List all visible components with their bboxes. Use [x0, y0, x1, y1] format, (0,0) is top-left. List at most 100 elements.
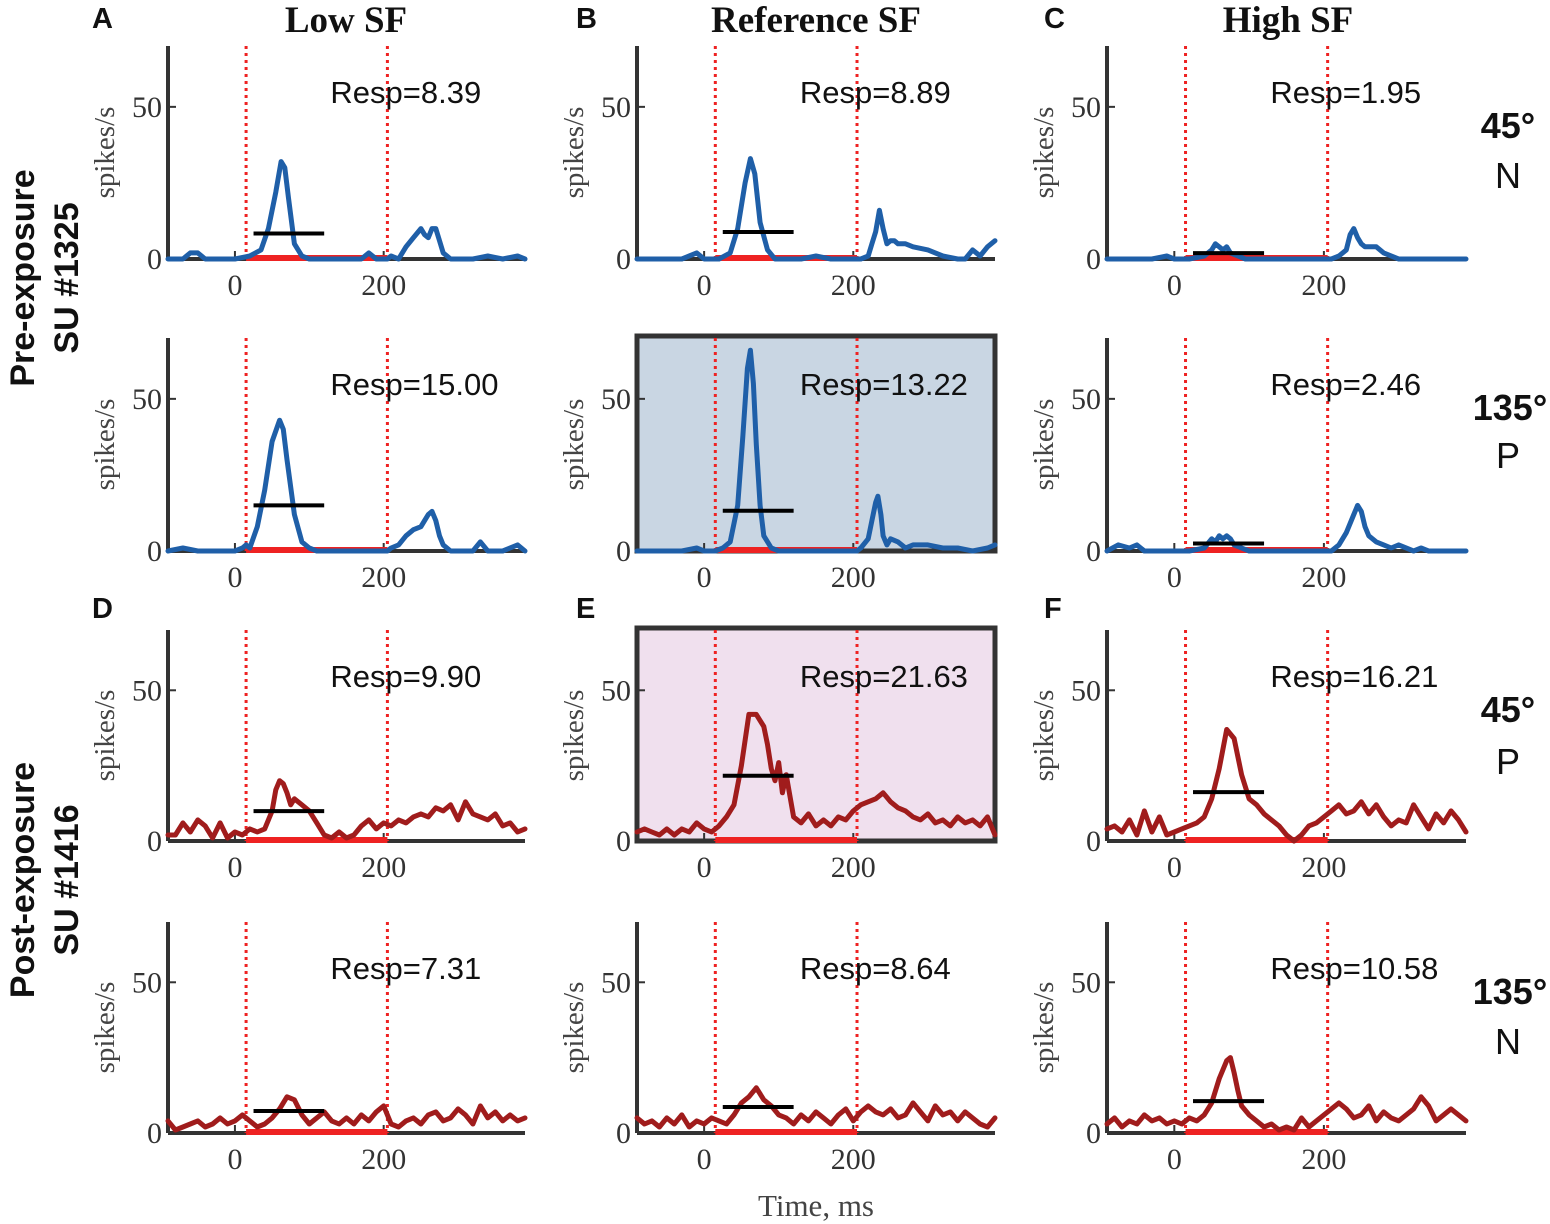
panel-letter-c: C — [1044, 3, 1065, 35]
panel-f1-y-axis-label: spikes/s — [1028, 690, 1060, 782]
panel-d2-y-tick-label: 0 — [147, 1117, 162, 1150]
panel-letter-f: F — [1044, 593, 1062, 625]
panel-e2-resp-label: Resp=8.64 — [800, 951, 951, 986]
panel-d1-x-tick-label: 200 — [361, 851, 406, 884]
panel-e1-y-axis-label: spikes/s — [558, 690, 590, 782]
panel-b1-x-tick-label: 200 — [831, 269, 876, 302]
panel-e1-y-tick-label: 50 — [601, 674, 631, 707]
panel-b1-y-tick-label: 50 — [601, 91, 631, 124]
panel-e1-psth-line — [634, 711, 998, 838]
panel-f2-y-tick-label: 0 — [1086, 1117, 1101, 1150]
panel-b2-y-tick-label: 50 — [601, 383, 631, 416]
panel-a1-x-tick-label: 0 — [227, 269, 242, 302]
column-title-low-sf: Low SF — [285, 0, 407, 41]
panel-d2-y-axis-label: spikes/s — [89, 982, 121, 1074]
panel-e1-x-tick-label: 200 — [831, 851, 876, 884]
panel-a2-psth-line — [165, 417, 528, 554]
row-3-orientation: 45° — [1481, 689, 1535, 730]
panel-f2-resp-label: Resp=10.58 — [1270, 951, 1438, 986]
panel-e2-x-tick-label: 0 — [697, 1143, 712, 1176]
panel-a2-y-tick-label: 0 — [147, 535, 162, 568]
panel-e2-y-axis-label: spikes/s — [558, 982, 590, 1074]
panel-b2-resp-label: Resp=13.22 — [800, 367, 968, 402]
panel-c1-y-axis-label: spikes/s — [1028, 107, 1060, 199]
panel-f2: 0 50 0 200 spikes/s Resp=10.58 — [1028, 922, 1469, 1176]
panel-a1-y-axis-label: spikes/s — [89, 107, 121, 199]
panel-f2-y-tick-label: 50 — [1071, 966, 1101, 999]
panel-b1-psth-line — [634, 156, 998, 262]
panel-a2-resp-label: Resp=15.00 — [330, 367, 498, 402]
row-group-post-title: Post-exposure — [4, 762, 42, 998]
panel-letter-a: A — [92, 3, 113, 35]
x-axis-label: Time, ms — [758, 1188, 874, 1223]
column-title-reference-sf: Reference SF — [711, 0, 921, 41]
panel-b2-x-tick-label: 0 — [697, 561, 712, 594]
panel-b2-psth-line — [634, 347, 998, 554]
panel-b2-highlight-box — [634, 333, 998, 554]
panel-e2-x-tick-label: 200 — [831, 1143, 876, 1176]
panel-a2-y-axis-label: spikes/s — [89, 399, 121, 491]
panel-d2: 0 50 0 200 spikes/s Resp=7.31 — [89, 922, 528, 1176]
row-1-condition: N — [1495, 155, 1521, 196]
panel-f1-y-tick-label: 0 — [1086, 825, 1101, 858]
panel-d2-psth-line — [165, 1094, 528, 1133]
panel-f2-psth-line — [1104, 1055, 1469, 1133]
panel-c1-resp-label: Resp=1.95 — [1270, 75, 1421, 110]
panel-b2-y-axis-label: spikes/s — [558, 399, 590, 491]
panel-c2-resp-label: Resp=2.46 — [1270, 367, 1421, 402]
row-group-post-exposure: Post-exposure SU #1416 — [4, 762, 86, 998]
row-4-orientation: 135° — [1473, 971, 1547, 1012]
row-4-condition: N — [1495, 1021, 1521, 1062]
panel-d1-psth-line — [165, 778, 528, 841]
panel-e2: 0 50 0 200 spikes/s Resp=8.64 — [558, 922, 998, 1176]
panel-letter-e: E — [576, 593, 595, 625]
row-3-condition: P — [1496, 741, 1520, 782]
panel-e2-y-tick-label: 50 — [601, 966, 631, 999]
panel-a1-psth-line — [165, 159, 528, 262]
panel-c2-y-tick-label: 0 — [1086, 535, 1101, 568]
row-group-pre-title: Pre-exposure — [4, 169, 42, 386]
panel-d1-y-tick-label: 0 — [147, 825, 162, 858]
panel-e1: 0 50 0 200 spikes/s Resp=21.63 — [558, 625, 998, 884]
panel-e1-resp-label: Resp=21.63 — [800, 659, 968, 694]
panel-a1: 0 50 0 200 spikes/s Resp=8.39 — [89, 46, 528, 302]
row-2-orientation: 135° — [1473, 387, 1547, 428]
panel-d1-y-axis-label: spikes/s — [89, 690, 121, 782]
row-group-pre-exposure: Pre-exposure SU #1325 — [4, 169, 86, 386]
panel-b2: 0 50 0 200 spikes/s Resp=13.22 — [558, 333, 998, 594]
panel-f2-y-axis-label: spikes/s — [1028, 982, 1060, 1074]
panel-f1: 0 50 0 200 spikes/s Resp=16.21 — [1028, 630, 1469, 884]
panel-d2-y-tick-label: 50 — [132, 966, 162, 999]
panel-a2: 0 50 0 200 spikes/s Resp=15.00 — [89, 338, 528, 594]
panel-c1-psth-line — [1104, 226, 1469, 262]
panel-letter-b: B — [576, 3, 597, 35]
panel-b1-y-tick-label: 0 — [616, 243, 631, 276]
column-title-high-sf: High SF — [1223, 0, 1354, 41]
panel-b1-x-tick-label: 0 — [697, 269, 712, 302]
panel-c2-y-tick-label: 50 — [1071, 383, 1101, 416]
panel-d2-resp-label: Resp=7.31 — [330, 951, 481, 986]
panel-f1-resp-label: Resp=16.21 — [1270, 659, 1438, 694]
panel-d1-y-tick-label: 50 — [132, 674, 162, 707]
panel-f1-y-tick-label: 50 — [1071, 674, 1101, 707]
panel-a1-resp-label: Resp=8.39 — [330, 75, 481, 110]
panel-e2-psth-line — [634, 1085, 998, 1130]
panel-d2-x-tick-label: 0 — [227, 1143, 242, 1176]
panel-c2-y-axis-label: spikes/s — [1028, 399, 1060, 491]
panel-f1-x-tick-label: 200 — [1301, 851, 1346, 884]
panel-b2-x-tick-label: 200 — [831, 561, 876, 594]
panel-a1-y-tick-label: 50 — [132, 91, 162, 124]
row-2-condition: P — [1496, 435, 1520, 476]
panel-c2-psth-line — [1104, 502, 1469, 554]
panel-b1-resp-label: Resp=8.89 — [800, 75, 951, 110]
panel-b2-y-tick-label: 0 — [616, 535, 631, 568]
panel-e1-highlight-box — [634, 625, 998, 844]
panel-b1: 0 50 0 200 spikes/s Resp=8.89 — [558, 46, 998, 302]
panel-c1-x-tick-label: 200 — [1301, 269, 1346, 302]
row-group-post-unit: SU #1416 — [48, 804, 86, 955]
panel-f1-x-tick-label: 0 — [1167, 851, 1182, 884]
row-1-orientation: 45° — [1481, 105, 1535, 146]
panel-f2-x-tick-label: 0 — [1167, 1143, 1182, 1176]
panel-d1-resp-label: Resp=9.90 — [330, 659, 481, 694]
